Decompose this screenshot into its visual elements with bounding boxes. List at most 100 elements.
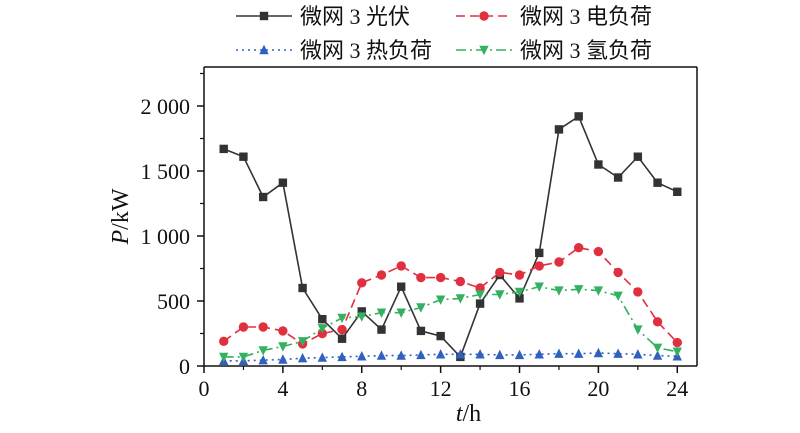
data-point <box>534 349 544 359</box>
data-point <box>396 308 406 318</box>
data-point <box>535 248 544 258</box>
data-point <box>219 336 229 346</box>
data-point <box>672 337 682 348</box>
data-point <box>278 326 288 336</box>
data-point <box>672 347 682 357</box>
data-point <box>613 173 623 182</box>
data-point <box>573 348 584 358</box>
legend-item: 微网 3 电负荷 <box>456 4 652 29</box>
data-point <box>594 160 603 169</box>
legend-marker <box>479 11 489 21</box>
legend-label: 微网 3 电负荷 <box>520 4 652 29</box>
data-point <box>652 343 663 353</box>
data-point <box>258 192 268 202</box>
data-point <box>357 307 366 316</box>
x-tick-label: 12 <box>430 376 452 401</box>
x-axis-label-symbol: t <box>456 401 464 427</box>
series-line <box>223 115 678 359</box>
series-line <box>223 352 678 362</box>
data-point <box>278 178 288 187</box>
legend-marker <box>259 44 269 55</box>
data-point <box>534 282 544 292</box>
x-tick-label: 24 <box>666 376 688 401</box>
data-point <box>376 270 387 280</box>
x-tick-label: 16 <box>509 376 531 401</box>
y-tick-label: 1 500 <box>141 159 191 184</box>
data-point <box>515 294 524 303</box>
data-point <box>514 287 525 298</box>
data-point <box>416 349 426 360</box>
y-tick-label: 0 <box>179 354 190 379</box>
y-axis-label-symbol: P <box>108 230 134 246</box>
y-tick-label: 500 <box>157 289 190 314</box>
legend-marker <box>479 45 489 56</box>
data-point <box>455 276 466 287</box>
data-point <box>337 351 347 362</box>
data-point <box>337 334 347 343</box>
data-point <box>416 303 426 313</box>
y-tick-label: 1 000 <box>141 224 191 249</box>
y-tick-label: 2 000 <box>141 94 191 119</box>
data-point <box>475 290 485 300</box>
x-tick-label: 8 <box>356 376 367 401</box>
legend-item: 微网 3 光伏 <box>236 4 410 29</box>
series-layer <box>219 112 682 365</box>
data-point <box>377 325 386 334</box>
data-point <box>554 125 564 134</box>
data-point <box>554 286 564 296</box>
data-point <box>396 350 406 360</box>
data-point <box>573 285 584 295</box>
data-point <box>633 152 643 161</box>
x-tick-label: 4 <box>277 376 288 401</box>
data-point <box>318 315 327 324</box>
data-point <box>514 349 525 360</box>
data-point <box>455 349 466 359</box>
data-point <box>613 291 623 301</box>
data-point <box>652 317 663 327</box>
data-point <box>574 112 583 121</box>
data-point <box>219 352 229 363</box>
data-point <box>416 326 426 336</box>
x-tick-label: 0 <box>199 376 210 401</box>
data-point <box>397 282 406 291</box>
legend-label: 微网 3 热负荷 <box>300 38 432 63</box>
y-axis-label-unit: /kW <box>108 188 134 230</box>
data-point <box>455 294 466 304</box>
data-point <box>613 348 623 358</box>
data-point <box>219 144 228 154</box>
data-point <box>297 337 308 347</box>
data-point <box>475 299 485 308</box>
data-point <box>376 308 387 318</box>
series-2 <box>219 243 682 349</box>
data-point <box>554 257 564 267</box>
data-point <box>495 290 505 300</box>
data-point <box>317 352 328 362</box>
data-point <box>278 354 288 364</box>
legend-item: 微网 3 热负荷 <box>236 38 432 63</box>
data-point <box>593 286 604 296</box>
data-point <box>573 243 584 253</box>
data-point <box>435 349 446 359</box>
legend-marker <box>259 11 269 21</box>
legend-label: 微网 3 氢负荷 <box>520 38 652 63</box>
data-point <box>435 272 446 283</box>
data-point <box>357 351 367 361</box>
data-point <box>297 353 308 363</box>
legend-item: 微网 3 氢负荷 <box>456 38 652 63</box>
data-point <box>258 322 268 332</box>
data-point <box>633 287 643 297</box>
y-axis-label: P/kW <box>108 188 134 245</box>
data-point <box>436 331 445 341</box>
x-tick-label: 20 <box>587 376 609 401</box>
data-point <box>298 283 307 293</box>
data-point <box>613 267 623 278</box>
data-point <box>534 261 544 271</box>
data-point <box>514 270 525 280</box>
data-point <box>475 349 485 359</box>
data-point <box>376 350 387 360</box>
data-point <box>593 347 604 358</box>
x-axis-label-unit: /h <box>463 401 482 427</box>
